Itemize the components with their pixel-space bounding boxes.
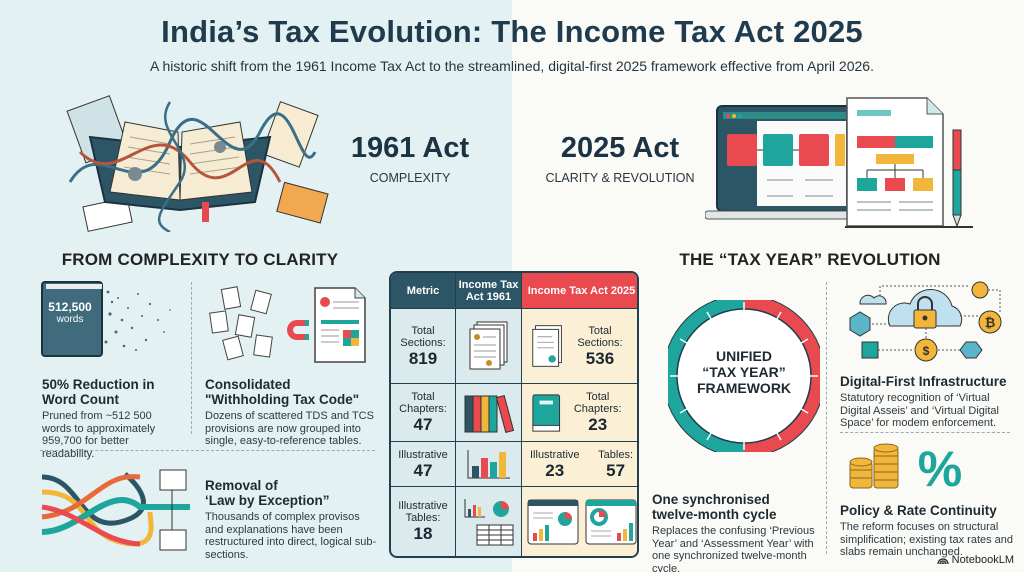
metric-label: Total Chapters:	[399, 391, 447, 415]
book-word-count-label: 512,500 words	[42, 300, 98, 325]
metric-label: Illustrative	[398, 448, 448, 461]
tax-year-ring	[662, 294, 826, 458]
card-text: Dozens of scattered TDS and TCS provisio…	[205, 410, 374, 447]
table-row-tables-metric: Illustrative Tables: 18	[391, 487, 456, 556]
single-book-icon	[532, 393, 561, 432]
card-title-line1: One synchronised	[652, 492, 770, 507]
laptop-flowchart-illustration	[704, 92, 975, 232]
metric-value: 47	[413, 460, 433, 480]
notebooklm-badge: NotebookLM	[936, 554, 1014, 566]
ring-line3: FRAMEWORK	[696, 380, 792, 396]
card-title-line2: ‘Law by Exception”	[205, 493, 330, 508]
card-title-line2: twelve-month cycle	[652, 507, 777, 522]
metric-label: Illustrative	[530, 448, 580, 461]
ring-line1: UNIFIED	[716, 348, 772, 364]
new-act-tagline: CLARITY & REVOLUTION	[545, 171, 695, 185]
header-metric: Metric	[391, 273, 456, 309]
card-text: Statutory recognition of ‘Virtual Digita…	[840, 392, 999, 429]
dissolving-book-icon	[40, 280, 180, 360]
charts-and-table-icon	[456, 487, 522, 556]
old-act-tagline: COMPLEXITY	[369, 171, 451, 185]
card-text: Replaces the confusing ‘Previous Year’ a…	[652, 525, 815, 572]
left-section-heading: FROM COMPLEXITY TO CLARITY	[61, 250, 339, 269]
card-word-reduction: 50% Reduction in Word Count Pruned from …	[42, 377, 182, 460]
card-text: Thousands of complex provisos and explan…	[205, 511, 377, 561]
old-act-label: 1961 Act COMPLEXITY	[345, 132, 475, 185]
card-digital-first: Digital-First Infrastructure Statutory r…	[840, 374, 1020, 430]
table-row-illustrative-metric: Illustrative 47	[391, 442, 456, 487]
tangled-book-illustration	[30, 92, 330, 234]
metric-value: 819	[408, 348, 438, 368]
bar-chart-icon	[456, 442, 522, 487]
right-horizontal-divider	[840, 432, 1010, 433]
header-act-2025: Income Tax Act 2025	[522, 273, 637, 309]
page-title: India’s Tax Evolution: The Income Tax Ac…	[161, 14, 863, 49]
header-act-1961: Income Tax Act 1961	[456, 273, 522, 309]
metric-label: Tables:	[598, 448, 633, 461]
metric-label: Total Chapters:	[573, 391, 622, 415]
many-books-icon	[456, 384, 522, 442]
right-vertical-divider	[826, 282, 827, 554]
svg-text:₿: ₿	[985, 315, 996, 330]
ring-label: UNIFIED “TAX YEAR” FRAMEWORK	[688, 348, 800, 396]
metric-value: 57	[606, 460, 626, 480]
card-withholding-tax-code: Consolidated "Withholding Tax Code" Doze…	[205, 377, 375, 448]
card-title: 50% Reduction in Word Count	[42, 377, 155, 407]
card-law-by-exception: Removal of ‘Law by Exception” Thousands …	[205, 478, 380, 561]
metric-label: Total Sections:	[577, 324, 623, 349]
stacked-documents-icon	[456, 309, 522, 384]
new-act-title: 2025 Act	[560, 132, 680, 164]
card-policy-continuity: Policy & Rate Continuity The reform focu…	[840, 503, 1020, 559]
book-word-count: 512,500	[48, 300, 92, 314]
card-title-line1: Removal of	[205, 478, 278, 493]
table-row-chapters-metric: Total Chapters: 47	[391, 384, 456, 442]
table-row-sections-new: Total Sections: 536	[522, 309, 637, 384]
new-act-label: 2025 Act CLARITY & REVOLUTION	[525, 132, 715, 185]
metric-label: Total Sections:	[400, 324, 446, 349]
card-title: Policy & Rate Continuity	[840, 503, 997, 518]
card-text: Pruned from ~512 500 words to approximat…	[42, 410, 156, 460]
table-row-illustrative-new: Illustrative 23 Tables: 57	[522, 442, 637, 487]
approved-document-icon	[532, 325, 562, 367]
card-twelve-month-cycle: One synchronised twelve-month cycle Repl…	[652, 492, 822, 572]
svg-text:%: %	[918, 441, 962, 490]
metric-value: 23	[588, 415, 608, 434]
metric-value: 18	[413, 524, 433, 543]
metric-value: 47	[413, 415, 433, 434]
card-text: The reform focuses on structural simplif…	[840, 521, 1014, 558]
notebooklm-label: NotebookLM	[951, 554, 1014, 566]
metric-value: 536	[585, 348, 615, 368]
metric-label: Illustrative Tables:	[398, 500, 448, 524]
comparison-table: Metric Income Tax Act 1961 Income Tax Ac…	[389, 271, 639, 558]
tangled-arrows-icon	[40, 462, 195, 557]
old-act-title: 1961 Act	[350, 132, 470, 164]
cloud-lock-crypto-icon: ₿ $	[840, 276, 1015, 366]
left-vertical-divider	[191, 282, 192, 434]
book-word-unit: words	[56, 314, 84, 325]
right-section-heading: THE “TAX YEAR” REVOLUTION	[679, 250, 941, 269]
svg-text:$: $	[923, 344, 930, 358]
table-row-chapters-new: Total Chapters: 23	[522, 384, 637, 442]
table-row-sections-metric: Total Sections: 819	[391, 309, 456, 384]
ring-line2: “TAX YEAR”	[702, 364, 786, 380]
page-subtitle: A historic shift from the 1961 Income Ta…	[150, 58, 874, 74]
dashboard-windows-icon	[522, 487, 637, 556]
magnet-documents-icon	[205, 280, 370, 365]
metric-value: 23	[545, 460, 565, 480]
notebooklm-logo-icon	[936, 558, 949, 565]
coins-percent-icon: %	[848, 440, 978, 497]
card-title: Consolidated "Withholding Tax Code"	[205, 377, 360, 407]
left-horizontal-divider	[40, 450, 375, 451]
card-title: Digital-First Infrastructure	[840, 374, 1007, 389]
